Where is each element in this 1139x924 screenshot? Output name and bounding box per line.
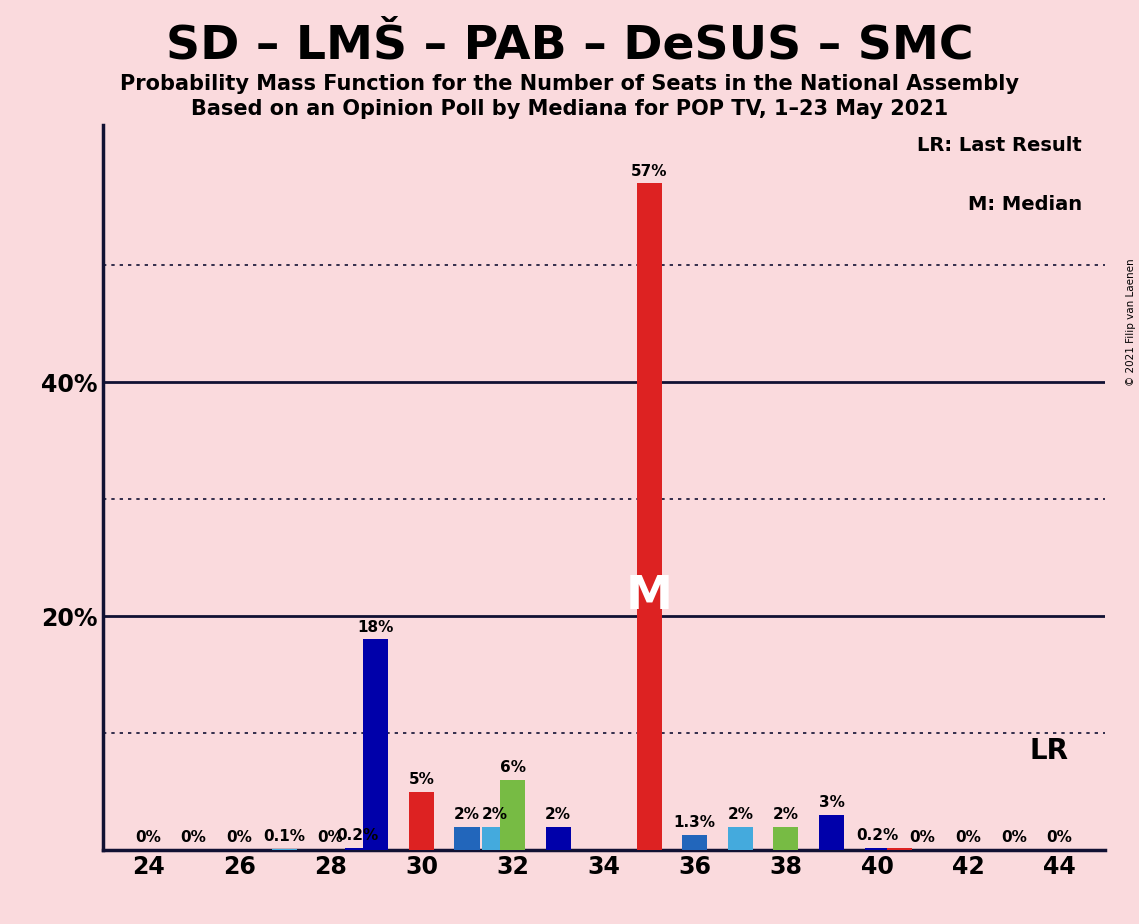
Text: 57%: 57% [631, 164, 667, 178]
Bar [363, 639, 388, 850]
Bar [773, 827, 798, 850]
Text: 0%: 0% [956, 831, 981, 845]
Bar [865, 847, 890, 850]
Text: LR: LR [1030, 736, 1068, 765]
Text: Probability Mass Function for the Number of Seats in the National Assembly: Probability Mass Function for the Number… [120, 74, 1019, 94]
Text: 2%: 2% [773, 807, 798, 822]
Text: 2%: 2% [728, 807, 753, 822]
Text: LR: Last Result: LR: Last Result [917, 137, 1082, 155]
Text: 0.2%: 0.2% [855, 828, 899, 843]
Text: 3%: 3% [819, 796, 844, 810]
Bar [819, 815, 844, 850]
Text: 1.3%: 1.3% [674, 815, 715, 830]
Text: 0%: 0% [136, 831, 161, 845]
Text: 18%: 18% [358, 620, 394, 635]
Text: M: Median: M: Median [968, 195, 1082, 214]
Text: 0%: 0% [1001, 831, 1026, 845]
Text: 0%: 0% [181, 831, 206, 845]
Bar [637, 183, 662, 850]
Text: SD – LMŠ – PAB – DeSUS – SMC: SD – LMŠ – PAB – DeSUS – SMC [165, 23, 974, 68]
Text: M: M [625, 574, 673, 619]
Bar [345, 847, 370, 850]
Text: © 2021 Filip van Laenen: © 2021 Filip van Laenen [1126, 259, 1136, 386]
Bar [887, 848, 912, 850]
Bar [682, 835, 707, 850]
Text: 0.2%: 0.2% [336, 828, 379, 843]
Text: 5%: 5% [409, 772, 434, 787]
Text: 2%: 2% [546, 807, 571, 822]
Text: Based on an Opinion Poll by Mediana for POP TV, 1–23 May 2021: Based on an Opinion Poll by Mediana for … [191, 99, 948, 119]
Bar [409, 792, 434, 850]
Bar [482, 827, 507, 850]
Bar [728, 827, 753, 850]
Text: 0%: 0% [1047, 831, 1072, 845]
Text: 0%: 0% [318, 831, 343, 845]
Text: 2%: 2% [482, 807, 507, 822]
Text: 2%: 2% [454, 807, 480, 822]
Bar [272, 849, 297, 850]
Bar [546, 827, 571, 850]
Bar [500, 780, 525, 850]
Text: 0.1%: 0.1% [264, 829, 305, 845]
Text: 0%: 0% [910, 831, 935, 845]
Text: 6%: 6% [500, 760, 525, 775]
Bar [454, 827, 480, 850]
Text: 0%: 0% [227, 831, 252, 845]
